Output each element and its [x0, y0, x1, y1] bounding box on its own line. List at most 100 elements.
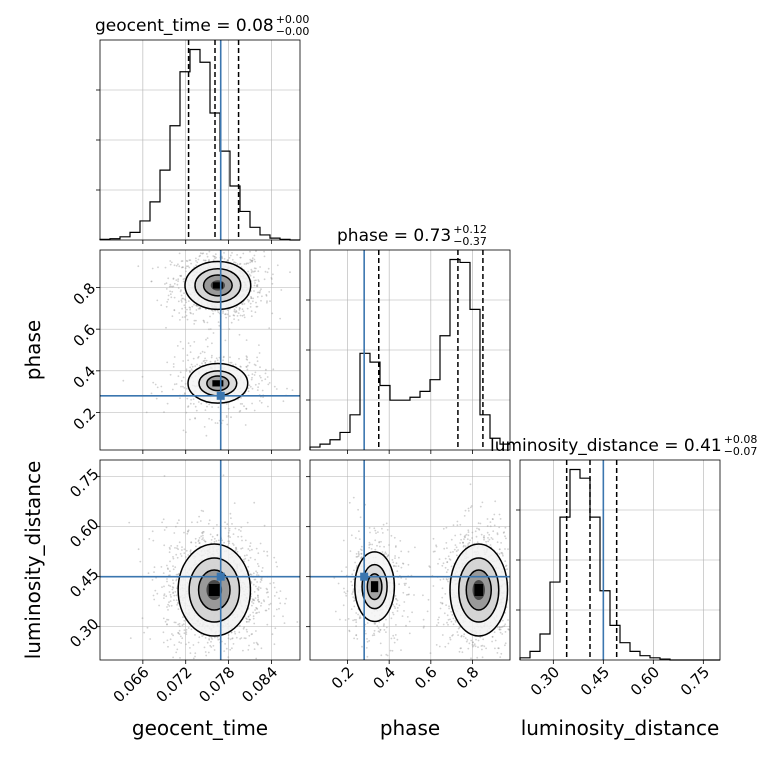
sample-point	[228, 540, 231, 543]
sample-point	[186, 387, 188, 390]
sample-point	[186, 260, 189, 263]
sample-point	[216, 524, 218, 526]
sample-point	[206, 641, 209, 644]
sample-point	[225, 647, 228, 650]
sample-point	[247, 390, 250, 393]
sample-point	[192, 403, 195, 405]
sample-point	[257, 279, 260, 281]
sample-point	[251, 260, 254, 263]
sample-point	[229, 254, 232, 257]
sample-point	[422, 626, 425, 629]
histogram-panel-frame	[99, 39, 301, 241]
sample-point	[200, 402, 203, 405]
sample-point	[202, 360, 205, 363]
sample-point	[257, 270, 260, 273]
sample-point	[170, 285, 173, 288]
sample-point	[395, 603, 398, 605]
sample-point	[178, 541, 181, 544]
sample-point	[194, 634, 196, 636]
sample-point	[242, 558, 245, 561]
sample-point	[238, 357, 240, 360]
sample-point	[256, 285, 258, 288]
sample-point	[256, 296, 259, 298]
sample-point	[503, 531, 505, 534]
sample-point	[181, 546, 183, 548]
sample-point	[238, 307, 241, 309]
sample-point	[473, 643, 476, 645]
sample-point	[171, 285, 174, 288]
contour-line	[197, 569, 231, 611]
sample-point	[413, 594, 415, 596]
sample-point	[446, 561, 449, 564]
sample-point	[256, 389, 259, 391]
sample-point	[201, 362, 203, 365]
sample-point	[192, 357, 195, 360]
sample-point	[191, 521, 193, 524]
sample-point	[166, 301, 169, 303]
sample-point	[250, 295, 252, 298]
sample-point	[395, 597, 397, 600]
sample-point	[400, 550, 403, 553]
sample-point	[168, 605, 171, 607]
sample-point	[172, 586, 175, 589]
sample-point	[357, 550, 360, 553]
sample-point	[286, 387, 288, 390]
sample-point	[251, 402, 254, 405]
sample-point	[254, 597, 257, 599]
sample-point	[381, 551, 384, 553]
sample-point	[229, 512, 232, 515]
sample-point	[353, 569, 355, 572]
sample-point	[394, 607, 397, 609]
sample-point	[376, 544, 378, 547]
sample-point	[374, 548, 377, 551]
sample-point	[500, 652, 503, 655]
sample-point	[275, 388, 278, 390]
sample-point	[194, 655, 196, 658]
sample-point	[214, 361, 216, 364]
sample-point	[233, 261, 236, 263]
x-tick-label: 0.072	[153, 663, 196, 706]
sample-point	[265, 609, 268, 612]
sample-point	[483, 535, 485, 537]
sample-point	[245, 263, 248, 265]
sample-point	[210, 539, 213, 541]
sample-point	[163, 597, 165, 599]
sample-point	[405, 624, 407, 627]
contour-line	[177, 543, 252, 637]
sample-point	[167, 277, 170, 280]
sample-point	[394, 555, 396, 557]
sample-point	[172, 634, 175, 637]
contour-line	[188, 557, 241, 623]
sample-point	[250, 259, 253, 262]
sample-point	[271, 282, 274, 285]
sample-point	[482, 638, 485, 641]
sample-point	[213, 255, 216, 258]
sample-point	[180, 380, 183, 382]
sample-point	[247, 615, 250, 618]
sample-point	[187, 359, 190, 362]
sample-point	[172, 556, 174, 558]
sample-point	[179, 371, 182, 374]
sample-point	[259, 542, 262, 545]
sample-point	[443, 547, 446, 550]
sample-point	[173, 282, 176, 285]
sample-point	[266, 588, 269, 591]
sample-point	[265, 591, 268, 594]
sample-point	[459, 523, 462, 526]
sample-point	[250, 633, 253, 636]
sample-point	[483, 538, 485, 541]
sample-point	[448, 558, 451, 560]
sample-point	[334, 610, 337, 613]
sample-point	[184, 316, 186, 318]
sample-point	[175, 383, 178, 385]
sample-point	[450, 620, 453, 623]
sample-point	[177, 631, 180, 634]
sample-point	[234, 311, 237, 314]
sample-point	[246, 356, 248, 359]
sample-point	[184, 299, 187, 302]
sample-point	[278, 607, 280, 610]
sample-point	[180, 301, 183, 303]
sample-point	[351, 591, 354, 594]
sample-point	[507, 619, 509, 621]
sample-point	[502, 554, 504, 557]
